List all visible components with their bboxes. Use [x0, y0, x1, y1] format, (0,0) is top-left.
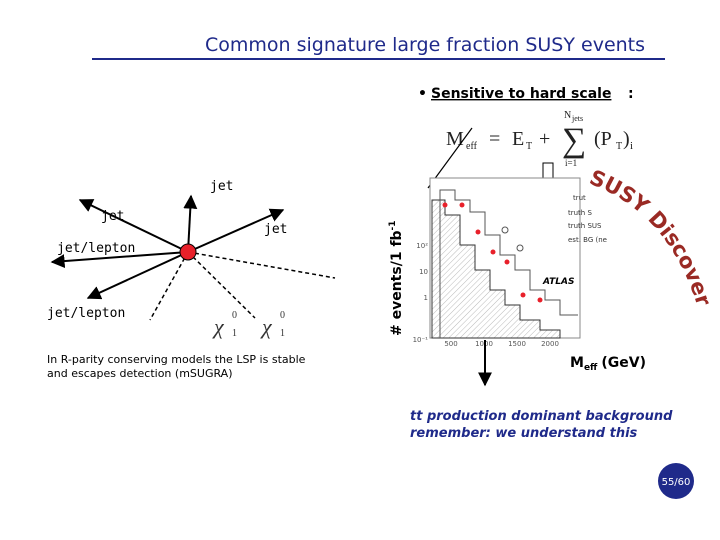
formula-lower: i=1	[565, 158, 577, 168]
formula-sum: ∑	[562, 122, 586, 159]
chi: χ	[260, 314, 273, 339]
legend-entry: truth S	[568, 209, 592, 217]
x-tick-label: 2000	[541, 340, 559, 348]
formula-e-sub: T	[526, 141, 532, 152]
background-hist	[431, 199, 561, 339]
legend-entry: truth SUS	[568, 222, 602, 230]
x-label-sub: eff	[584, 363, 598, 373]
formula: M eff = E T + ∑ N jets i=1 (P T ) i	[446, 110, 633, 168]
y-ticks: 10² 10 1 10⁻¹	[413, 242, 429, 344]
y-label-sup: -1	[388, 220, 398, 230]
atlas-watermark: ATLAS	[542, 277, 574, 287]
formula-m-sub: eff	[466, 141, 478, 152]
y-tick-label: 10²	[416, 242, 428, 250]
page-number: 55/60	[662, 477, 691, 488]
jet-label: jet	[264, 222, 287, 237]
legend: trut truth S truth SUS est. BG (ne	[568, 194, 607, 244]
x-label-unit: (GeV)	[601, 355, 646, 371]
y-tick-label: 10⁻¹	[413, 336, 429, 344]
y-tick-label: 10	[419, 268, 428, 276]
y-tick-label: 1	[424, 294, 428, 302]
x-label-text: M	[570, 355, 584, 371]
jet-label: jet	[101, 209, 124, 224]
formula-close: )	[623, 128, 630, 150]
formula-equals: =	[489, 128, 500, 150]
formula-e: E	[512, 128, 524, 150]
formula-upper: N	[564, 110, 571, 121]
chi-sup: 0	[280, 310, 285, 321]
neutralinos: χ 0 1 χ 0 1	[212, 310, 285, 339]
bullet-text: Sensitive to hard scale	[431, 86, 611, 102]
chi-sup: 0	[232, 310, 237, 321]
caption-line: In R-parity conserving models the LSP is…	[47, 353, 306, 366]
x-tick-label: 500	[444, 340, 457, 348]
bullet-marker: •	[418, 86, 427, 102]
susy-points	[501, 226, 524, 252]
formula-p-sub: T	[616, 141, 622, 152]
jet-lepton-label: jet/lepton	[57, 241, 135, 256]
lsp-lines	[149, 251, 336, 321]
bullet-suffix: :	[628, 86, 634, 102]
chi: χ	[212, 314, 225, 339]
formula-plus: +	[539, 128, 550, 150]
x-axis-label: Meff (GeV)	[570, 355, 646, 373]
title: Common signature large fraction SUSY eve…	[205, 34, 645, 56]
jet-lepton-label: jet/lepton	[47, 306, 125, 321]
y-axis-label: # events/1 fb-1	[388, 220, 405, 336]
page-badge	[658, 463, 694, 499]
formula-index: i	[630, 140, 633, 152]
footer-line: remember: we understand this	[410, 426, 638, 441]
formula-m: M	[446, 128, 464, 150]
formula-p: (P	[594, 128, 612, 150]
caption-line: and escapes detection (mSUGRA)	[47, 367, 232, 380]
vertex	[179, 243, 197, 261]
legend-entry: est. BG (ne	[568, 236, 607, 244]
jet-arrows	[50, 194, 285, 300]
x-ticks: 500 1000 1500 2000	[444, 340, 559, 348]
susy-hist	[439, 189, 578, 338]
diagram-labels: jet jet jet jet/lepton jet/lepton	[47, 179, 287, 321]
chi-sub: 1	[232, 328, 237, 339]
formula-upper-sub: jets	[571, 114, 583, 123]
footer-line: tt production dominant background	[410, 409, 673, 424]
chi-sub: 1	[280, 328, 285, 339]
jet-label: jet	[210, 179, 233, 194]
bg-points	[442, 202, 543, 303]
legend-entry: trut	[573, 194, 586, 202]
x-tick-label: 1500	[508, 340, 526, 348]
y-label-text: # events/1 fb	[389, 230, 405, 336]
